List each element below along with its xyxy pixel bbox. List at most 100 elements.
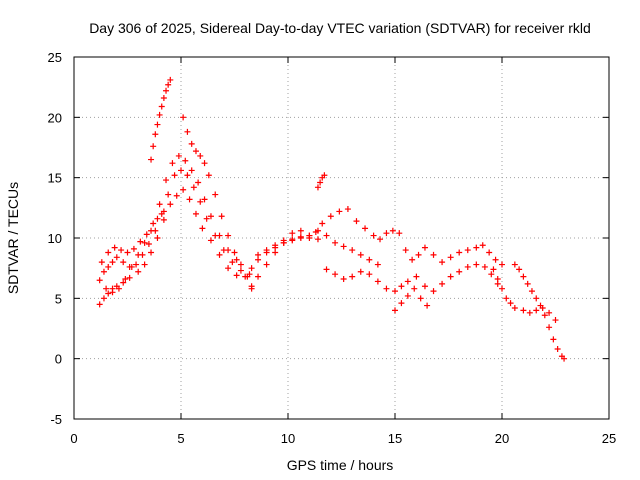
data-point <box>404 292 411 299</box>
data-point <box>464 247 471 254</box>
x-tick-label: 10 <box>281 431 295 446</box>
data-point <box>473 261 480 268</box>
data-point <box>180 114 187 121</box>
data-point <box>255 251 262 258</box>
data-point <box>216 232 223 239</box>
y-tick-label: 25 <box>48 50 62 65</box>
data-point <box>499 261 505 268</box>
data-point <box>344 206 351 213</box>
data-point <box>255 273 262 280</box>
data-point <box>154 215 161 222</box>
data-point <box>511 304 518 311</box>
data-point <box>377 236 384 243</box>
data-point <box>180 186 187 193</box>
data-point <box>424 302 431 309</box>
x-tick-label: 25 <box>602 431 616 446</box>
data-point <box>233 272 240 279</box>
data-point <box>192 148 199 155</box>
data-point <box>297 227 304 234</box>
data-point <box>169 160 176 167</box>
data-point <box>184 128 191 135</box>
y-tick-label: 0 <box>55 352 62 367</box>
data-point <box>165 191 172 198</box>
data-point <box>124 249 131 256</box>
data-point <box>488 271 495 278</box>
grid <box>74 57 609 419</box>
data-point <box>413 273 420 280</box>
data-point <box>218 213 225 220</box>
y-tick-label: 5 <box>55 291 62 306</box>
data-point <box>421 283 428 290</box>
x-axis-label: GPS time / hours <box>287 457 394 473</box>
data-point <box>396 230 403 237</box>
data-point <box>479 242 486 249</box>
series-mid-a <box>248 206 384 292</box>
data-point <box>447 273 454 280</box>
data-point <box>494 276 501 283</box>
data-point <box>280 239 287 246</box>
data-point <box>237 261 244 268</box>
data-point <box>171 172 178 179</box>
data-point <box>353 218 360 225</box>
data-point <box>404 278 411 285</box>
data-point <box>133 261 140 268</box>
data-point <box>503 295 510 302</box>
data-point <box>366 256 373 263</box>
data-point <box>207 213 214 220</box>
data-point <box>490 266 497 273</box>
data-point <box>263 261 270 268</box>
data-point <box>486 249 493 256</box>
data-point <box>439 280 446 287</box>
data-point <box>383 285 390 292</box>
data-point <box>203 215 210 222</box>
data-point <box>323 266 330 273</box>
data-point <box>546 324 553 331</box>
data-point <box>150 220 157 227</box>
data-point <box>154 121 161 128</box>
data-point <box>152 131 159 138</box>
data-point <box>389 227 396 234</box>
data-point <box>163 177 170 184</box>
data-point <box>113 254 120 261</box>
data-point <box>552 317 559 324</box>
chart-title: Day 306 of 2025, Sidereal Day-to-day VTE… <box>89 20 591 36</box>
data-point <box>370 232 377 239</box>
data-point <box>374 278 381 285</box>
data-point <box>105 263 112 270</box>
data-point <box>473 244 480 251</box>
y-tick-label: -5 <box>50 412 62 427</box>
data-point <box>417 295 424 302</box>
data-point <box>464 263 471 270</box>
data-point <box>561 355 568 362</box>
series-rise-spike <box>148 76 174 163</box>
axis-ticks: 0 5 10 15 20 25 -5 0 5 10 15 20 25 <box>48 50 617 446</box>
data-point <box>143 231 150 238</box>
data-point <box>481 263 488 270</box>
data-points <box>96 76 568 362</box>
series-late-c <box>520 304 559 324</box>
y-tick-label: 20 <box>48 110 62 125</box>
data-point <box>192 210 199 217</box>
data-point <box>357 268 364 275</box>
data-point <box>141 261 148 268</box>
data-point <box>539 304 546 311</box>
data-point <box>137 238 144 245</box>
data-point <box>122 276 129 283</box>
data-point <box>160 95 167 102</box>
data-point <box>306 232 313 239</box>
data-point <box>233 256 240 263</box>
data-point <box>150 143 157 150</box>
data-point <box>554 346 561 353</box>
data-point <box>398 300 405 307</box>
data-point <box>145 241 152 248</box>
data-point <box>516 266 523 273</box>
data-point <box>199 225 206 232</box>
data-point <box>409 256 416 263</box>
data-point <box>533 295 540 302</box>
data-point <box>430 288 437 295</box>
data-point <box>392 288 398 295</box>
data-point <box>96 301 103 308</box>
series-mid-b <box>255 227 381 268</box>
y-tick-label: 15 <box>48 171 62 186</box>
